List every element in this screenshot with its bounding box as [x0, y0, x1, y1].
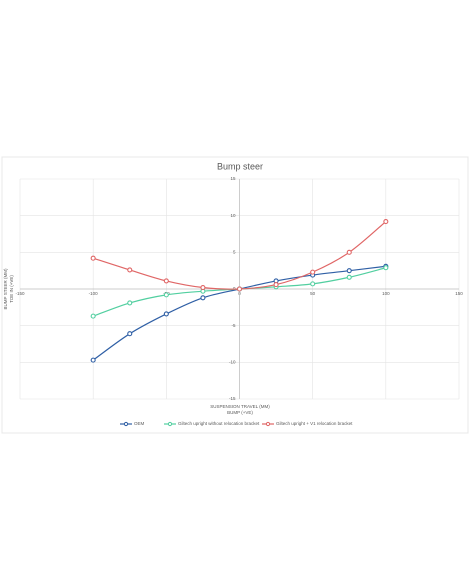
- data-point: [127, 267, 133, 273]
- y-tick-label: -15: [229, 396, 236, 401]
- x-tick-label: 50: [310, 291, 316, 296]
- x-tick-label: -100: [89, 291, 99, 296]
- x-axis-label: SUSPENSION TRAVEL (MM): [210, 404, 270, 409]
- data-point: [346, 274, 352, 280]
- data-point: [273, 282, 279, 288]
- x-tick-label: 100: [382, 291, 390, 296]
- data-point: [346, 268, 352, 274]
- y-tick-label: 5: [233, 250, 236, 255]
- x-tick-label: 150: [455, 291, 463, 296]
- data-point: [127, 331, 133, 337]
- data-point: [383, 218, 389, 225]
- y-tick-label: -5: [231, 323, 235, 328]
- y-axis-label: BUMP STEER (MM): [3, 268, 8, 309]
- y-axis-label: TOE IN (+VE): [9, 275, 14, 303]
- legend-marker: [265, 421, 271, 427]
- legend-label: Giltech upright + V1 relocation bracket: [276, 421, 353, 426]
- data-point: [163, 278, 169, 284]
- legend-label: Giltech upright without relocation brack…: [178, 421, 260, 426]
- y-tick-label: 15: [230, 176, 236, 181]
- legend-label: OEM: [134, 421, 145, 426]
- x-axis-label: BUMP (+VE): [227, 410, 253, 415]
- legend-marker: [167, 421, 173, 427]
- y-tick-label: 10: [230, 213, 236, 218]
- y-tick-label: -10: [229, 360, 236, 365]
- data-point: [383, 265, 389, 271]
- data-point: [236, 286, 243, 292]
- data-point: [127, 300, 133, 306]
- data-point: [200, 295, 206, 301]
- data-point: [163, 292, 169, 298]
- data-point: [200, 284, 206, 291]
- data-point: [310, 269, 316, 275]
- data-point: [346, 249, 352, 255]
- chart-frame: [1, 156, 469, 434]
- data-point: [90, 255, 96, 261]
- x-tick-label: -150: [15, 291, 25, 296]
- chart-title: Bump steer: [217, 161, 263, 171]
- data-point: [310, 281, 316, 287]
- data-point: [90, 357, 96, 363]
- data-point: [163, 311, 169, 317]
- data-point: [90, 313, 96, 319]
- legend-marker: [123, 421, 129, 427]
